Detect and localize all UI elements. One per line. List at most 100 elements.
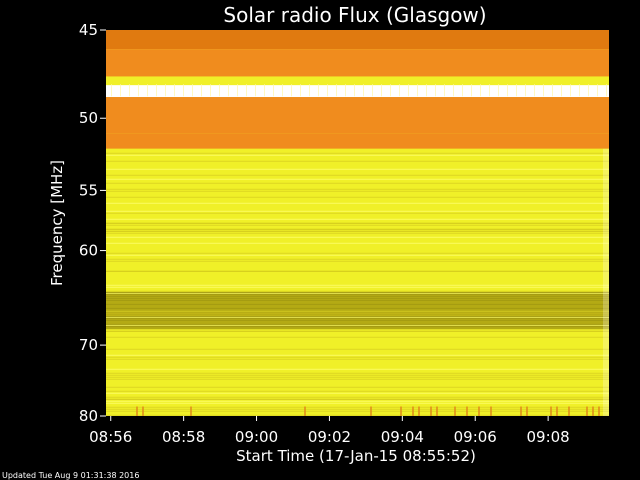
y-tick-label: 80	[79, 407, 98, 425]
streak	[106, 228, 609, 230]
streak	[106, 398, 609, 400]
streak	[106, 336, 609, 338]
y-tick-label: 45	[79, 21, 98, 39]
tick-mark	[138, 84, 139, 97]
x-tick-label: 08:56	[89, 428, 132, 446]
streak	[106, 310, 609, 312]
band-1	[106, 49, 609, 77]
streak	[106, 315, 609, 317]
streak	[106, 330, 609, 332]
streak	[106, 297, 609, 299]
streak	[106, 212, 609, 214]
streak	[106, 402, 609, 404]
streak	[106, 152, 609, 154]
tick-mark	[435, 84, 436, 97]
streak	[106, 236, 609, 238]
streak	[106, 323, 609, 325]
tick-mark	[606, 84, 607, 97]
tick-mark	[399, 84, 400, 97]
streak	[106, 210, 609, 212]
spike	[304, 406, 306, 416]
spike	[550, 406, 552, 416]
spike	[466, 406, 468, 416]
streak	[106, 232, 609, 234]
streak	[106, 222, 609, 224]
streak	[106, 376, 609, 378]
streak	[106, 168, 609, 170]
tick-mark	[417, 84, 418, 97]
tick-mark	[300, 84, 301, 97]
spike	[142, 406, 144, 416]
streak	[106, 356, 609, 358]
streak	[106, 260, 609, 262]
tick-mark	[120, 84, 121, 97]
spike	[520, 406, 522, 416]
tick-mark	[219, 84, 220, 97]
tick-mark	[282, 84, 283, 97]
tick-mark	[318, 84, 319, 97]
tick-mark	[201, 84, 202, 97]
edge-column	[603, 148, 609, 416]
streak	[106, 354, 609, 356]
streak	[106, 252, 609, 254]
streak	[106, 390, 609, 392]
tick-mark	[327, 84, 328, 97]
streak	[106, 324, 609, 326]
y-axis-label: Frequency [MHz]	[48, 160, 66, 286]
spike	[136, 406, 138, 416]
spike	[436, 406, 438, 416]
spike	[370, 406, 372, 416]
tick-mark	[129, 84, 130, 97]
tick-mark	[570, 84, 571, 97]
band-4	[106, 133, 609, 149]
streak	[106, 254, 609, 256]
y-tick-label: 60	[79, 242, 98, 260]
tick-mark	[363, 84, 364, 97]
spike	[454, 406, 456, 416]
spike	[430, 406, 432, 416]
streak	[106, 396, 609, 398]
tick-mark	[264, 84, 265, 97]
streak	[106, 312, 609, 314]
band-2	[106, 85, 609, 98]
streak	[106, 314, 609, 316]
tick-mark	[534, 84, 535, 97]
tick-mark	[183, 84, 184, 97]
x-tick-label: 09:08	[527, 428, 570, 446]
spike	[598, 406, 600, 416]
tick-mark	[111, 84, 112, 97]
spike	[412, 406, 414, 416]
tick-mark	[552, 84, 553, 97]
spike	[586, 406, 588, 416]
streak	[106, 303, 609, 305]
band-6	[106, 291, 609, 329]
tick-mark	[561, 84, 562, 97]
tick-mark	[255, 84, 256, 97]
spike	[526, 406, 528, 416]
tick-mark	[228, 84, 229, 97]
tick-mark	[579, 84, 580, 97]
tick-mark	[498, 84, 499, 97]
tick-mark	[471, 84, 472, 97]
spike	[568, 406, 570, 416]
y-tick-label: 70	[79, 336, 98, 354]
tick-mark	[543, 84, 544, 97]
streak	[106, 293, 609, 295]
streak	[106, 392, 609, 394]
streak	[106, 188, 609, 190]
streak	[106, 410, 609, 412]
band-5	[106, 148, 609, 292]
streak	[106, 325, 609, 327]
tick-mark	[273, 84, 274, 97]
tick-mark	[165, 84, 166, 97]
spike	[478, 406, 480, 416]
tick-mark	[237, 84, 238, 97]
streak	[106, 328, 609, 330]
streak	[106, 290, 609, 292]
streak	[106, 286, 609, 288]
updated-timestamp: Updated Tue Aug 9 01:31:38 2016	[2, 471, 139, 480]
tick-mark	[381, 84, 382, 97]
tick-mark	[525, 84, 526, 97]
streak	[106, 316, 609, 318]
